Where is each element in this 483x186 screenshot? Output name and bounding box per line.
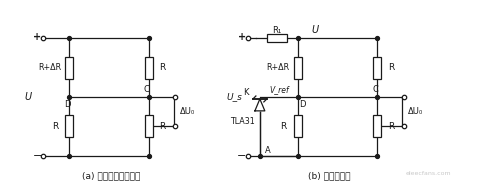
Text: ΔU₀: ΔU₀ bbox=[408, 107, 423, 116]
Text: R: R bbox=[52, 122, 58, 131]
Text: +: + bbox=[33, 32, 42, 42]
Text: R: R bbox=[388, 63, 394, 72]
Text: D: D bbox=[299, 100, 306, 109]
Text: eleecfans.com: eleecfans.com bbox=[406, 171, 452, 176]
Text: R: R bbox=[159, 122, 166, 131]
Text: R+ΔR: R+ΔR bbox=[266, 63, 289, 72]
Text: TLA31: TLA31 bbox=[229, 117, 255, 126]
Bar bbox=[294, 57, 301, 79]
Bar bbox=[373, 115, 381, 137]
Text: C: C bbox=[372, 84, 378, 94]
Text: U: U bbox=[24, 92, 31, 102]
Text: −: − bbox=[33, 150, 42, 161]
Text: R: R bbox=[159, 63, 166, 72]
Text: U: U bbox=[312, 25, 319, 36]
Text: R: R bbox=[388, 122, 394, 131]
Bar bbox=[145, 115, 153, 137]
Text: C: C bbox=[144, 84, 150, 94]
Bar bbox=[267, 34, 286, 42]
Bar bbox=[145, 57, 153, 79]
Bar bbox=[294, 115, 301, 137]
Text: A: A bbox=[265, 146, 270, 155]
Polygon shape bbox=[255, 99, 265, 111]
Text: D: D bbox=[64, 100, 71, 109]
Text: ΔU₀: ΔU₀ bbox=[180, 107, 195, 116]
Bar bbox=[373, 57, 381, 79]
Text: R+ΔR: R+ΔR bbox=[38, 63, 61, 72]
Text: +: + bbox=[238, 32, 246, 42]
Bar bbox=[65, 57, 73, 79]
Text: −: − bbox=[237, 150, 247, 161]
Text: R₁: R₁ bbox=[272, 26, 282, 35]
Text: K: K bbox=[243, 89, 249, 97]
Bar bbox=[65, 115, 73, 137]
Text: U_s: U_s bbox=[226, 92, 242, 102]
Text: (b) 线性化电桥: (b) 线性化电桥 bbox=[308, 171, 351, 180]
Text: V_ref: V_ref bbox=[269, 86, 288, 94]
Text: R: R bbox=[281, 122, 287, 131]
Text: (a) 非线性输出电桥；: (a) 非线性输出电桥； bbox=[82, 171, 140, 180]
